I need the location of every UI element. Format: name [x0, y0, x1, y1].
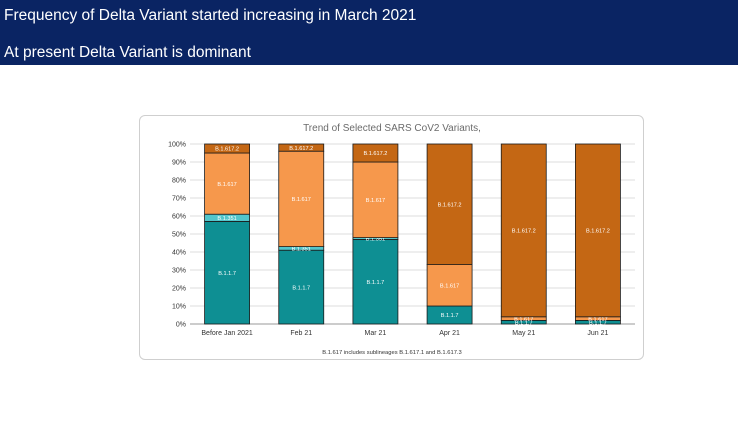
data-label: B.1.351	[217, 216, 236, 222]
y-tick-label: 10%	[172, 304, 186, 311]
data-label: B.1.1.7	[589, 320, 607, 326]
y-tick-label: 20%	[172, 286, 186, 293]
y-tick-label: 60%	[172, 214, 186, 221]
y-tick-label: 40%	[172, 250, 186, 257]
bar-segment	[278, 150, 325, 248]
bar-segment	[278, 249, 325, 325]
y-tick-label: 100%	[168, 142, 186, 149]
bar-segment	[426, 264, 473, 307]
data-label: B.1.617	[366, 198, 385, 204]
x-tick-label: Before Jan 2021	[201, 330, 252, 337]
data-label: B.1.351	[366, 237, 385, 243]
chart-card: Trend of Selected SARS CoV2 Variants, 0% 1…	[139, 115, 644, 360]
x-tick-label: Apr 21	[439, 330, 460, 337]
bar-segment	[204, 152, 250, 215]
y-tick-label: 80%	[172, 178, 186, 185]
x-tick-label: Mar 21	[365, 330, 387, 337]
banner-line-2: At present Delta Variant is dominant	[4, 44, 251, 61]
bar-segment	[278, 143, 325, 152]
data-label: B.1.617.2	[438, 203, 462, 209]
bar-segment	[204, 221, 250, 325]
chart-footnote: B.1.617 includes sublineages B.1.617.1 a…	[322, 350, 462, 356]
data-label: B.1.1.7	[218, 271, 236, 277]
bar-segment	[204, 143, 250, 154]
x-tick-label: Feb 21	[290, 330, 312, 337]
data-label: B.1.617	[217, 182, 236, 188]
data-label: B.1.617.2	[586, 229, 610, 235]
data-label: B.1.617	[440, 284, 459, 290]
y-tick-label: 70%	[172, 196, 186, 203]
data-label: B.1.617	[588, 317, 607, 323]
data-label: B.1.351	[292, 247, 311, 253]
y-tick-label: 30%	[172, 268, 186, 275]
data-label: B.1.1.7	[441, 313, 459, 319]
header-banner: Frequency of Delta Variant started incre…	[0, 0, 738, 65]
y-tick-label: 50%	[172, 232, 186, 239]
bar-segment	[426, 143, 473, 265]
banner-line-1: Frequency of Delta Variant started incre…	[4, 7, 417, 24]
data-label: B.1.617.2	[363, 151, 387, 157]
data-label: B.1.1.7	[515, 320, 533, 326]
data-label: B.1.617.2	[512, 229, 536, 235]
x-tick-label: May 21	[512, 330, 535, 337]
x-tick-label: Jun 21	[587, 330, 608, 337]
bar-segment	[352, 143, 399, 163]
bar-segment	[500, 143, 547, 318]
data-label: B.1.617	[514, 317, 533, 323]
variant-trend-chart: Trend of Selected SARS CoV2 Variants, 0% 1…	[168, 123, 635, 356]
data-label: B.1.617.2	[289, 146, 313, 152]
bar-segment	[575, 143, 621, 318]
bar-segment	[352, 161, 399, 238]
data-label: B.1.1.7	[292, 285, 310, 291]
y-tick-label: 0%	[176, 322, 186, 329]
data-label: B.1.617.2	[215, 147, 239, 153]
chart-title: Trend of Selected SARS CoV2 Variants,	[303, 123, 481, 134]
data-label: B.1.1.7	[367, 280, 385, 286]
y-tick-label: 90%	[172, 160, 186, 167]
data-label: B.1.617	[292, 197, 311, 203]
